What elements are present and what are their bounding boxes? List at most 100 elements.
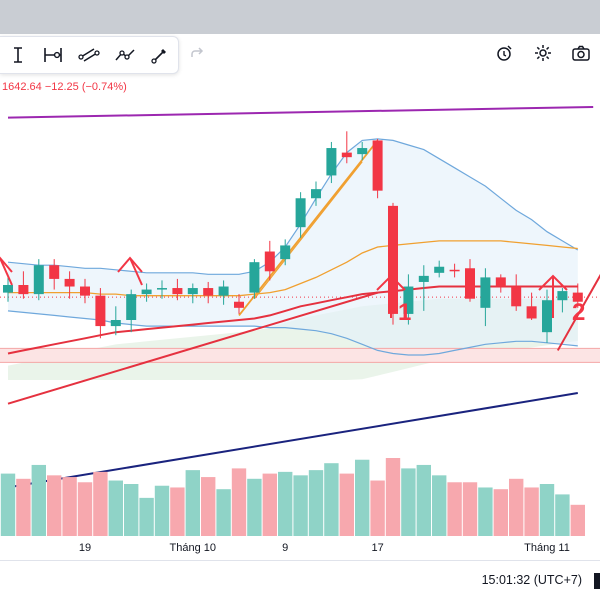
path-icon[interactable] — [107, 40, 143, 70]
candle-body — [218, 286, 229, 296]
volume-bar — [509, 478, 524, 536]
volume-bar — [16, 478, 31, 536]
volume-bar — [170, 487, 185, 536]
volume-bar — [262, 473, 277, 536]
volume-bar — [416, 464, 431, 536]
candle-body — [3, 285, 13, 293]
candle-body — [418, 275, 429, 282]
candle-body — [249, 262, 260, 293]
volume-bar — [478, 487, 493, 536]
candle-body — [64, 278, 75, 287]
volume-bar — [493, 489, 508, 536]
volume-bar — [324, 463, 339, 536]
candle-body — [264, 251, 275, 272]
camera-icon[interactable] — [562, 38, 600, 68]
text-cursor-icon[interactable] — [0, 40, 36, 70]
candle-body — [449, 269, 460, 272]
legend-change: −12.25 (−0.74%) — [44, 81, 127, 93]
volume-bar — [339, 473, 354, 536]
browser-top-strip — [0, 0, 600, 34]
annotation-arrow-left-shaft — [0, 257, 13, 286]
volume-bar — [555, 494, 570, 536]
volume-bar — [108, 480, 123, 536]
volume-bar — [370, 480, 385, 536]
brush-icon[interactable] — [142, 40, 178, 70]
trendline-red-right — [556, 273, 600, 351]
x-tick-label: 9 — [282, 542, 289, 554]
volume-bar — [201, 477, 216, 536]
candle-body — [465, 268, 475, 299]
volume-bar — [385, 458, 401, 536]
candle-body — [49, 265, 60, 279]
candle-body — [357, 148, 368, 155]
annotation-arrow-left-head — [0, 256, 13, 273]
x-tick-label: 19 — [78, 542, 92, 554]
candle-body — [526, 306, 537, 319]
volume-bar — [401, 468, 416, 536]
candle-body — [480, 277, 491, 308]
trendline-orange-inner — [253, 161, 363, 300]
volume-bar — [539, 484, 555, 536]
annotation-label-1: 1 — [398, 299, 411, 326]
candle-body — [141, 289, 152, 295]
volume-bar — [278, 471, 293, 536]
volume-bar — [31, 464, 46, 536]
clock-readout[interactable]: 15:01:32 (UTC+7) — [481, 573, 582, 587]
x-tick-label: Tháng 10 — [169, 542, 217, 554]
candle-body — [18, 285, 29, 295]
candle-body — [172, 288, 183, 295]
volume-bar — [0, 473, 16, 536]
edge-handle — [594, 573, 600, 589]
trendline-navy — [7, 392, 578, 489]
candle-body — [33, 265, 44, 295]
candle-body — [110, 320, 121, 327]
candle-body — [572, 292, 583, 302]
volume-bar — [185, 470, 200, 536]
x-tick-label: 17 — [371, 542, 384, 554]
volume-bar — [293, 475, 308, 536]
annotation-arrow-mid-shaft — [129, 257, 143, 286]
price-legend: 1642.64 −12.25 (−0.74%) — [2, 81, 127, 93]
date-range-icon[interactable] — [36, 40, 72, 70]
drawing-toolbar — [0, 36, 179, 74]
candle-body — [95, 295, 106, 327]
alert-icon[interactable] — [486, 38, 524, 68]
support-zone — [0, 348, 600, 363]
volume-bar — [77, 482, 93, 536]
bollinger-upper — [7, 138, 579, 275]
volume-bar — [432, 475, 447, 536]
candle-body — [341, 152, 352, 158]
volume-bar — [462, 482, 478, 536]
candle-body — [542, 300, 552, 333]
redo-icon[interactable] — [186, 42, 208, 64]
volume-bar — [355, 459, 370, 536]
candle-body — [187, 288, 198, 295]
moving-average-orange — [8, 240, 578, 297]
candle-body — [234, 301, 244, 308]
volume-bar — [308, 470, 324, 536]
volume-bar — [524, 487, 539, 536]
volume-bar — [47, 475, 62, 536]
volume-bar — [216, 489, 231, 536]
right-toolbar — [486, 36, 600, 70]
volume-bar — [231, 468, 247, 536]
volume-bar — [247, 478, 262, 536]
legend-price: 1642.64 — [2, 81, 42, 93]
candle-body — [280, 245, 291, 260]
candle-body — [126, 294, 137, 320]
trendline-purple — [7, 105, 594, 119]
candle-body — [203, 288, 214, 296]
candle-body — [295, 198, 306, 228]
volume-bar — [124, 484, 139, 536]
volume-bar — [62, 477, 77, 536]
parallel-channel-icon[interactable] — [71, 40, 107, 70]
volume-bar — [447, 482, 462, 536]
trendline-orange — [238, 139, 379, 316]
settings-icon[interactable] — [524, 38, 562, 68]
time-axis[interactable]: 19 Tháng 10 9 17 Tháng 11 — [0, 538, 600, 560]
candle-body — [80, 286, 90, 296]
trendline-red — [7, 291, 378, 405]
annotation-arrow-1-head — [376, 274, 406, 291]
candle-body — [388, 205, 398, 314]
